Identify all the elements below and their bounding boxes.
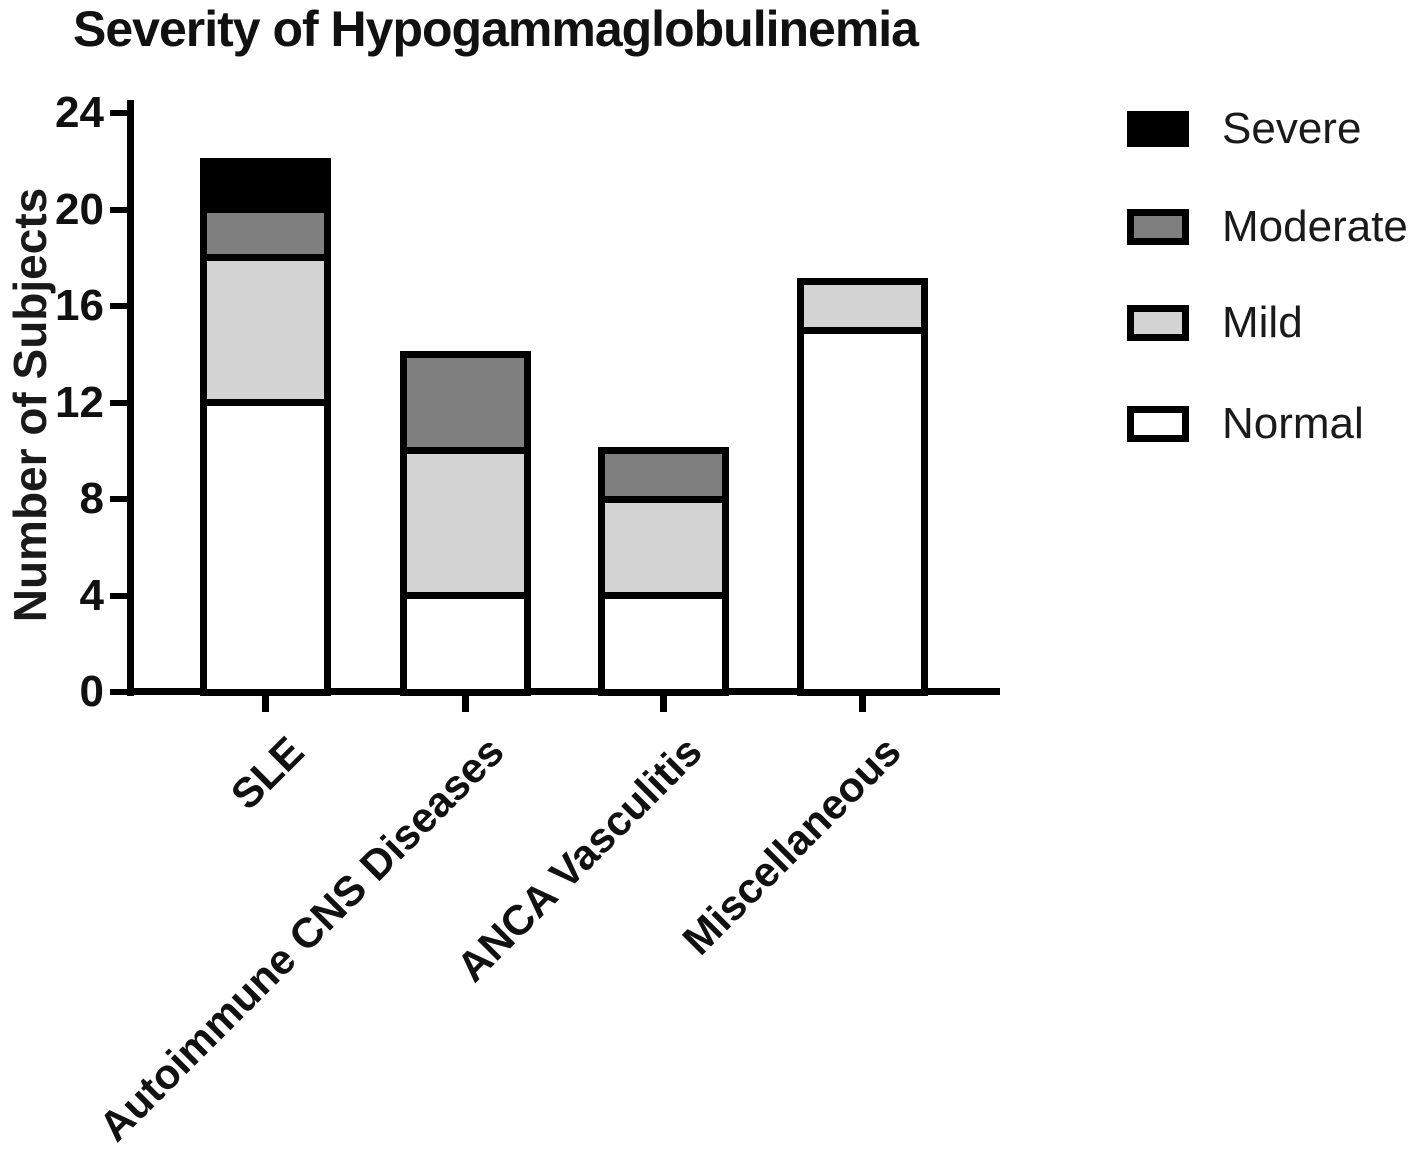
y-tick-mark bbox=[110, 399, 127, 406]
bar-segment-mild-4 bbox=[797, 278, 928, 334]
y-tick-label: 0 bbox=[79, 667, 104, 716]
y-tick-mark bbox=[110, 592, 127, 599]
y-tick-mark bbox=[110, 303, 127, 309]
bar-segment-normal-1 bbox=[200, 399, 331, 696]
bar-segment-mild-1 bbox=[200, 254, 331, 406]
y-tick-mark bbox=[110, 110, 127, 116]
x-axis-line bbox=[127, 688, 1000, 695]
legend-swatch-normal bbox=[1127, 406, 1189, 442]
bar-segment-severe-1 bbox=[200, 157, 331, 213]
x-tick-mark bbox=[660, 695, 667, 712]
bar-segment-normal-4 bbox=[797, 326, 928, 696]
legend-label-mild: Mild bbox=[1222, 298, 1303, 347]
bar-segment-moderate-3 bbox=[598, 447, 729, 503]
legend-swatch-severe bbox=[1127, 111, 1189, 147]
bar-segment-mild-2 bbox=[400, 447, 531, 599]
y-tick-mark bbox=[110, 496, 127, 502]
bar-segment-moderate-1 bbox=[200, 206, 331, 262]
y-tick-label: 12 bbox=[55, 377, 104, 427]
chart-title: Severity of Hypogammaglobulinemia bbox=[73, 1, 919, 57]
legend-swatch-moderate bbox=[1127, 209, 1189, 245]
x-tick-mark bbox=[859, 695, 866, 712]
y-tick-mark bbox=[110, 206, 127, 213]
y-axis-line bbox=[127, 100, 134, 696]
y-tick-label: 20 bbox=[55, 184, 104, 234]
x-tick-mark bbox=[262, 695, 269, 712]
y-tick-label: 4 bbox=[79, 570, 104, 620]
legend-label-severe: Severe bbox=[1222, 104, 1362, 153]
y-tick-label: 16 bbox=[55, 281, 104, 330]
bar-segment-mild-3 bbox=[598, 495, 729, 599]
legend-label-moderate: Moderate bbox=[1222, 202, 1408, 251]
legend-label-normal: Normal bbox=[1222, 399, 1364, 448]
legend-swatch-mild bbox=[1127, 305, 1189, 341]
y-tick-label: 8 bbox=[79, 474, 104, 523]
y-tick-label: 24 bbox=[55, 88, 104, 137]
y-tick-mark bbox=[110, 689, 127, 695]
bar-segment-moderate-2 bbox=[400, 350, 531, 455]
bar-segment-normal-3 bbox=[598, 592, 729, 696]
x-tick-mark bbox=[462, 695, 469, 712]
bar-segment-normal-2 bbox=[400, 592, 531, 696]
